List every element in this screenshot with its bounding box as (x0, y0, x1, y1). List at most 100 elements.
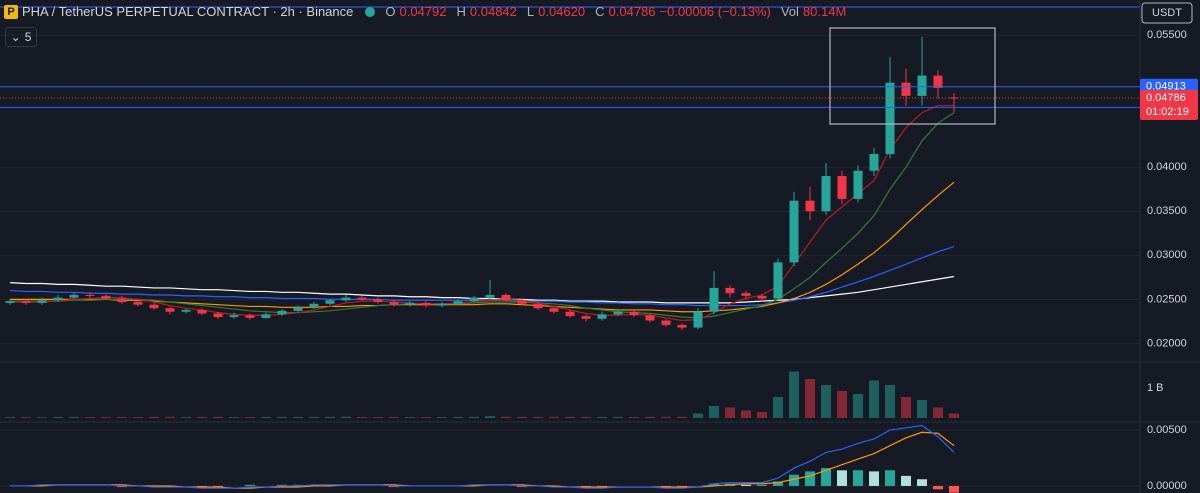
last-price-label: 0.04786 (1146, 92, 1186, 104)
chevron: ⌄ (10, 30, 21, 44)
volume-bar (581, 416, 591, 418)
candle-body (869, 154, 879, 171)
candle-body (853, 170, 863, 199)
symbol[interactable]: PHA / TetherUS PERPETUAL CONTRACT · 2h ·… (22, 4, 354, 19)
indicator-count: 5 (24, 30, 32, 44)
high-label: H (456, 4, 466, 19)
volume-bar (485, 416, 495, 418)
histogram-bar (741, 484, 751, 486)
volume-bar (213, 416, 223, 418)
volume-bar (341, 416, 351, 418)
candle-body (357, 297, 367, 300)
histogram-bar (853, 470, 863, 486)
candle-body (933, 75, 943, 88)
volume-bar (389, 417, 399, 418)
candle-body (677, 324, 687, 328)
currency-box[interactable] (1141, 2, 1193, 24)
candle-body (85, 294, 95, 296)
candle-body (485, 294, 495, 298)
candle-body (197, 309, 207, 314)
candle-body (549, 308, 559, 312)
candle-body (773, 262, 783, 299)
volume-bar (709, 406, 719, 418)
volume-bar (565, 416, 575, 418)
candle-body (901, 82, 911, 96)
candle-body (469, 297, 479, 302)
histogram-bar (805, 471, 815, 486)
volume-value: 80.14M (802, 4, 847, 19)
header: P PHA / TetherUS PERPETUAL CONTRACT · 2h… (4, 4, 846, 19)
candle-body (501, 294, 511, 301)
candle-body (213, 313, 223, 318)
price-badge-label: 0.04913 (1146, 81, 1186, 93)
volume-bar (501, 416, 511, 418)
y-tick-label: 1 B (1147, 382, 1164, 394)
candle-body (133, 302, 143, 305)
histogram-bar (789, 474, 799, 486)
volume-bar (69, 416, 79, 418)
histogram-bar (773, 481, 783, 486)
candle-body (741, 293, 751, 296)
candle-body (405, 302, 415, 305)
volume-bar (277, 416, 287, 418)
volume-bar (437, 417, 447, 418)
histogram-bar (709, 483, 719, 486)
histogram-bar (949, 485, 959, 493)
candle-body (277, 310, 287, 315)
candle-body (37, 300, 47, 303)
candle-body (645, 315, 655, 321)
candle-body (709, 287, 719, 312)
high-value: 0.04842 (469, 4, 517, 19)
volume-bar (741, 410, 751, 418)
volume-bar (869, 380, 879, 418)
volume-bar (837, 391, 847, 418)
volume-bar (197, 416, 207, 418)
histogram-bar (901, 475, 911, 486)
candle-body (325, 300, 335, 304)
candle-body (757, 295, 767, 299)
last-price-badge (1140, 89, 1198, 120)
candle-body (805, 200, 815, 212)
candle-body (293, 307, 303, 311)
volume-bar (421, 417, 431, 418)
volume-bar (821, 385, 831, 418)
rectangle-drawing (829, 27, 996, 125)
candle-body (821, 176, 831, 212)
candle-body (885, 82, 895, 155)
volume-bar (629, 417, 639, 418)
candle-body (917, 75, 927, 96)
candle-body (789, 200, 799, 263)
volume-bar (677, 416, 687, 418)
volume-label: Vol (780, 4, 799, 19)
candle-body (629, 311, 639, 316)
candle-body (373, 299, 383, 303)
y-tick-label: 0.00500 (1147, 424, 1187, 436)
histogram-bar (885, 470, 895, 486)
macd-line (10, 424, 955, 489)
volume-bar (165, 416, 175, 418)
candle-body (837, 176, 847, 199)
volume-bar (597, 417, 607, 418)
volume-bar (853, 394, 863, 418)
open-label: O (385, 4, 396, 19)
indicators-toggle[interactable]: ⌄ 5 (5, 27, 37, 47)
volume-bar (645, 416, 655, 418)
volume-bar (549, 416, 559, 418)
histogram-bar (869, 471, 879, 486)
volume-bar (181, 417, 191, 418)
countdown: 01:02:19 (1146, 106, 1189, 118)
y-tick-label: 0.03500 (1147, 205, 1187, 217)
candle-body (101, 295, 111, 299)
volume-bar (21, 417, 31, 418)
candle-body (21, 301, 31, 303)
volume-bar (453, 417, 463, 418)
histogram-bar (757, 484, 767, 486)
volume-bar (533, 416, 543, 418)
volume-bar (949, 413, 959, 418)
candle-body (581, 316, 591, 319)
volume-bar (357, 417, 367, 418)
candle-body (245, 315, 255, 318)
candle-body (453, 301, 463, 304)
candle-body (149, 304, 159, 309)
